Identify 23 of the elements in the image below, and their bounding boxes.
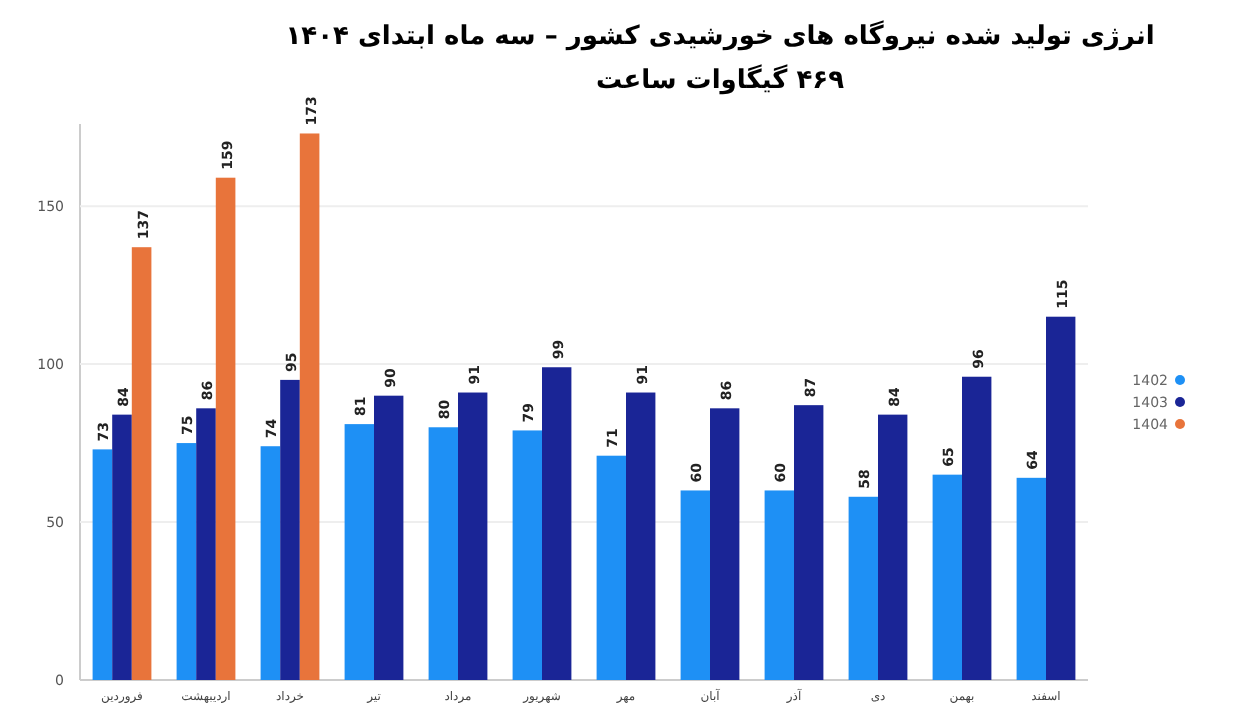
bar [962,376,992,680]
bar [428,427,458,680]
bar [374,395,404,680]
bar [344,424,374,680]
bar [1046,316,1076,680]
bar [458,392,488,680]
bar [794,405,824,680]
bar [932,474,962,680]
bar [542,367,572,680]
bar [215,177,236,680]
bar [878,414,908,680]
bar [710,408,740,680]
bar [512,430,542,680]
bar [299,133,320,680]
chart-subtitle: ۴۶۹ گیگاوات ساعت [595,64,845,96]
bar [680,490,710,680]
bar [1016,477,1046,680]
bar [764,490,794,680]
bar [626,392,656,680]
bar [131,247,152,680]
bar [596,455,626,680]
chart-title: انرژی تولید شده نیروگاه های خورشیدی کشور – سه ماه ابتدای ۱۴۰۴ [285,20,1155,52]
bar [848,496,878,680]
